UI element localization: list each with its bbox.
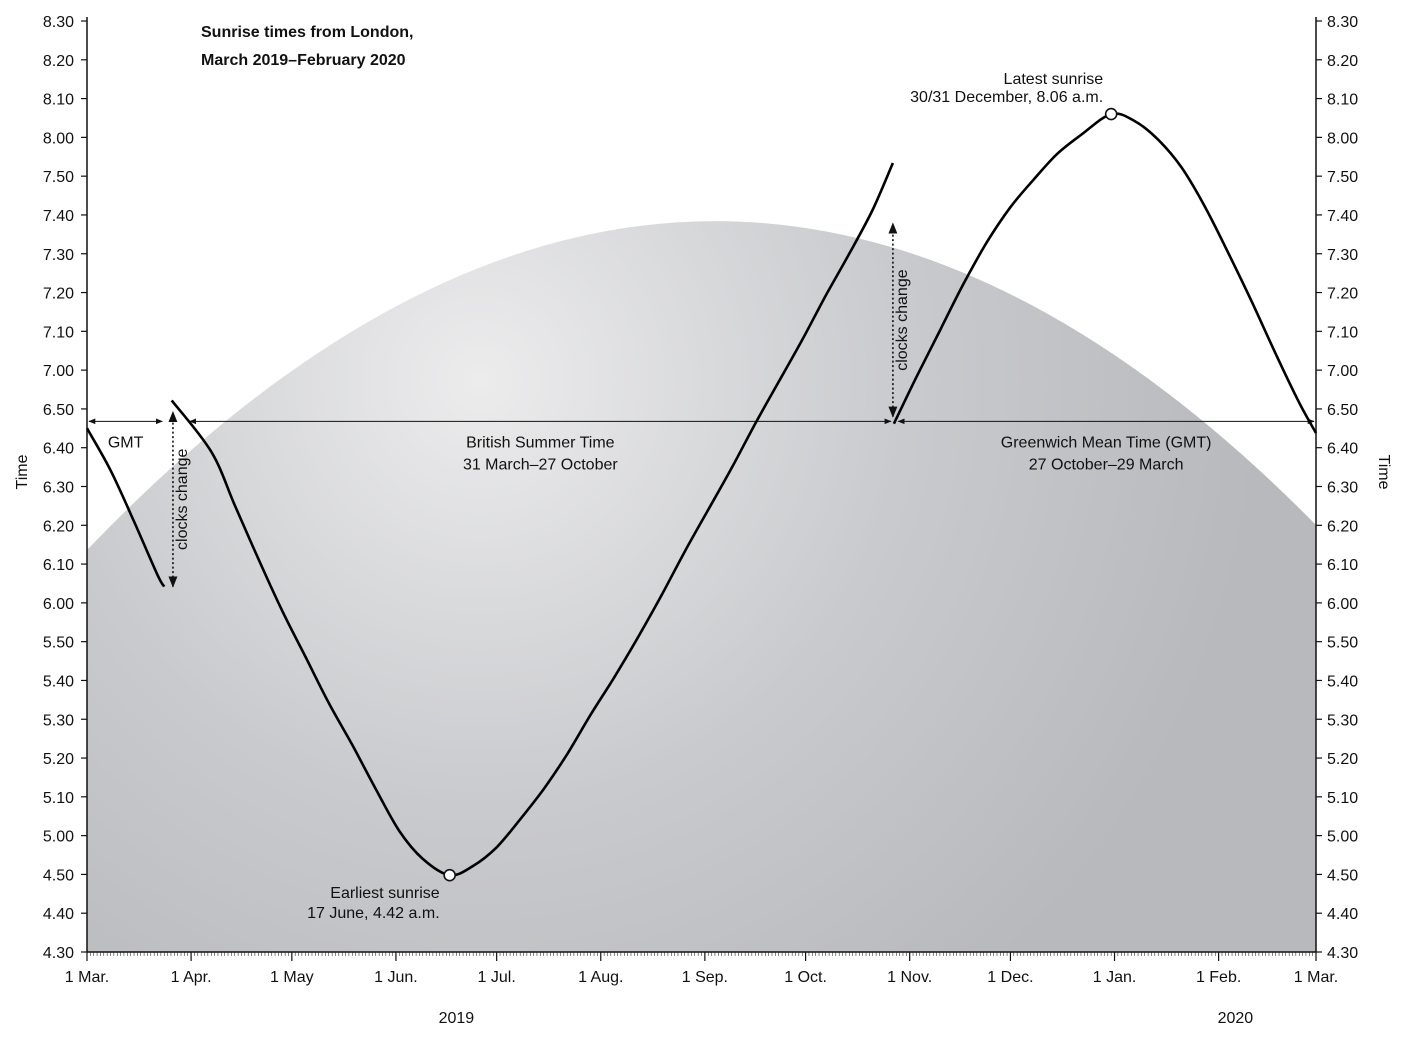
y-tick-label-left: 8.00 bbox=[43, 130, 74, 147]
year-label: 2020 bbox=[1218, 1010, 1254, 1027]
period-label-bst: British Summer Time bbox=[466, 434, 615, 451]
y-tick-label-right: 6.20 bbox=[1327, 518, 1358, 535]
sunrise-line-gmt-spring bbox=[85, 427, 166, 588]
y-tick-label-left: 5.00 bbox=[43, 829, 74, 846]
y-axis-title-left: Time bbox=[14, 454, 31, 489]
title-line-2: March 2019–February 2020 bbox=[201, 52, 406, 69]
title-line-1: Sunrise times from London, bbox=[201, 24, 413, 41]
y-tick-label-left: 7.30 bbox=[43, 247, 74, 264]
y-tick-label-left: 8.20 bbox=[43, 53, 74, 70]
y-tick-label-left: 4.30 bbox=[43, 945, 74, 962]
y-tick-label-left: 5.10 bbox=[43, 790, 74, 807]
x-tick-label: 1 Dec. bbox=[987, 969, 1033, 986]
y-tick-label-left: 7.10 bbox=[43, 324, 74, 341]
year-label: 2019 bbox=[439, 1010, 475, 1027]
clocks-change-label-autumn: clocks change bbox=[894, 269, 911, 370]
y-tick-label-left: 8.10 bbox=[43, 92, 74, 109]
period-label-gmt-start: GMT bbox=[108, 434, 144, 451]
y-tick-label-right: 8.10 bbox=[1327, 92, 1358, 109]
marker-label-latest: Latest sunrise bbox=[1004, 71, 1104, 88]
marker-latest bbox=[1104, 107, 1118, 121]
y-tick-label-left: 8.30 bbox=[43, 14, 74, 31]
x-tick-label: 1 Nov. bbox=[887, 969, 932, 986]
y-tick-label-left: 7.00 bbox=[43, 363, 74, 380]
y-tick-label-left: 6.30 bbox=[43, 480, 74, 497]
x-tick-label: 1 Oct. bbox=[784, 969, 827, 986]
y-tick-label-right: 5.50 bbox=[1327, 635, 1358, 652]
y-tick-label-left: 5.40 bbox=[43, 673, 74, 690]
period-label-bst: 31 March–27 October bbox=[463, 456, 618, 473]
x-tick-label: 1 May bbox=[270, 969, 314, 986]
sunrise-line-bst bbox=[170, 162, 895, 877]
y-axis-title-right: Time bbox=[1375, 455, 1392, 490]
y-tick-label-right: 7.30 bbox=[1327, 247, 1358, 264]
y-tick-label-right: 5.10 bbox=[1327, 790, 1358, 807]
marker-label-earliest: 17 June, 4.42 a.m. bbox=[307, 905, 440, 922]
y-tick-label-left: 7.50 bbox=[43, 169, 74, 186]
background-dome bbox=[87, 221, 1316, 952]
y-tick-label-left: 6.40 bbox=[43, 441, 74, 458]
y-tick-label-left: 7.20 bbox=[43, 286, 74, 303]
y-tick-label-left: 6.10 bbox=[43, 557, 74, 574]
y-tick-label-right: 8.20 bbox=[1327, 53, 1358, 70]
y-tick-label-right: 8.30 bbox=[1327, 14, 1358, 31]
x-tick-label: 1 Mar. bbox=[65, 969, 109, 986]
period-label-gmt-end: 27 October–29 March bbox=[1029, 456, 1184, 473]
y-tick-label-right: 6.10 bbox=[1327, 557, 1358, 574]
y-tick-label-right: 5.40 bbox=[1327, 673, 1358, 690]
y-tick-label-right: 7.10 bbox=[1327, 324, 1358, 341]
y-tick-label-right: 7.40 bbox=[1327, 208, 1358, 225]
y-tick-label-right: 6.00 bbox=[1327, 596, 1358, 613]
y-tick-label-right: 5.30 bbox=[1327, 712, 1358, 729]
y-tick-label-right: 7.00 bbox=[1327, 363, 1358, 380]
y-tick-label-right: 5.00 bbox=[1327, 829, 1358, 846]
x-tick-label: 1 Jan. bbox=[1093, 969, 1137, 986]
x-tick-label: 1 Sep. bbox=[682, 969, 728, 986]
x-tick-label: 1 Apr. bbox=[171, 969, 212, 986]
y-tick-label-right: 5.20 bbox=[1327, 751, 1358, 768]
marker-label-earliest: Earliest sunrise bbox=[330, 885, 439, 902]
y-tick-label-right: 4.40 bbox=[1327, 906, 1358, 923]
y-tick-label-left: 5.20 bbox=[43, 751, 74, 768]
x-tick-label: 1 Aug. bbox=[578, 969, 623, 986]
x-tick-label: 1 Mar. bbox=[1294, 969, 1338, 986]
y-tick-label-right: 6.50 bbox=[1327, 402, 1358, 419]
y-tick-label-left: 6.00 bbox=[43, 596, 74, 613]
y-tick-label-left: 5.50 bbox=[43, 635, 74, 652]
y-tick-label-right: 4.30 bbox=[1327, 945, 1358, 962]
clocks-change-label-spring: clocks change bbox=[174, 449, 191, 550]
chart-title: Sunrise times from London, March 2019–Fe… bbox=[201, 24, 413, 69]
marker-earliest bbox=[443, 868, 456, 882]
y-tick-label-left: 6.50 bbox=[43, 402, 74, 419]
y-tick-label-right: 6.40 bbox=[1327, 441, 1358, 458]
x-tick-label: 1 Jul. bbox=[478, 969, 516, 986]
x-tick-label: 1 Jun. bbox=[374, 969, 418, 986]
y-tick-label-left: 4.40 bbox=[43, 906, 74, 923]
y-tick-label-left: 6.20 bbox=[43, 518, 74, 535]
period-label-gmt-end: Greenwich Mean Time (GMT) bbox=[1001, 434, 1212, 451]
y-tick-label-left: 5.30 bbox=[43, 712, 74, 729]
y-tick-label-right: 6.30 bbox=[1327, 480, 1358, 497]
y-tick-label-left: 4.50 bbox=[43, 867, 74, 884]
y-tick-label-left: 7.40 bbox=[43, 208, 74, 225]
y-tick-label-right: 7.20 bbox=[1327, 286, 1358, 303]
y-tick-label-right: 8.00 bbox=[1327, 130, 1358, 147]
y-tick-label-right: 4.50 bbox=[1327, 867, 1358, 884]
y-tick-label-right: 7.50 bbox=[1327, 169, 1358, 186]
marker-label-latest: 30/31 December, 8.06 a.m. bbox=[910, 89, 1103, 106]
x-tick-label: 1 Feb. bbox=[1196, 969, 1241, 986]
